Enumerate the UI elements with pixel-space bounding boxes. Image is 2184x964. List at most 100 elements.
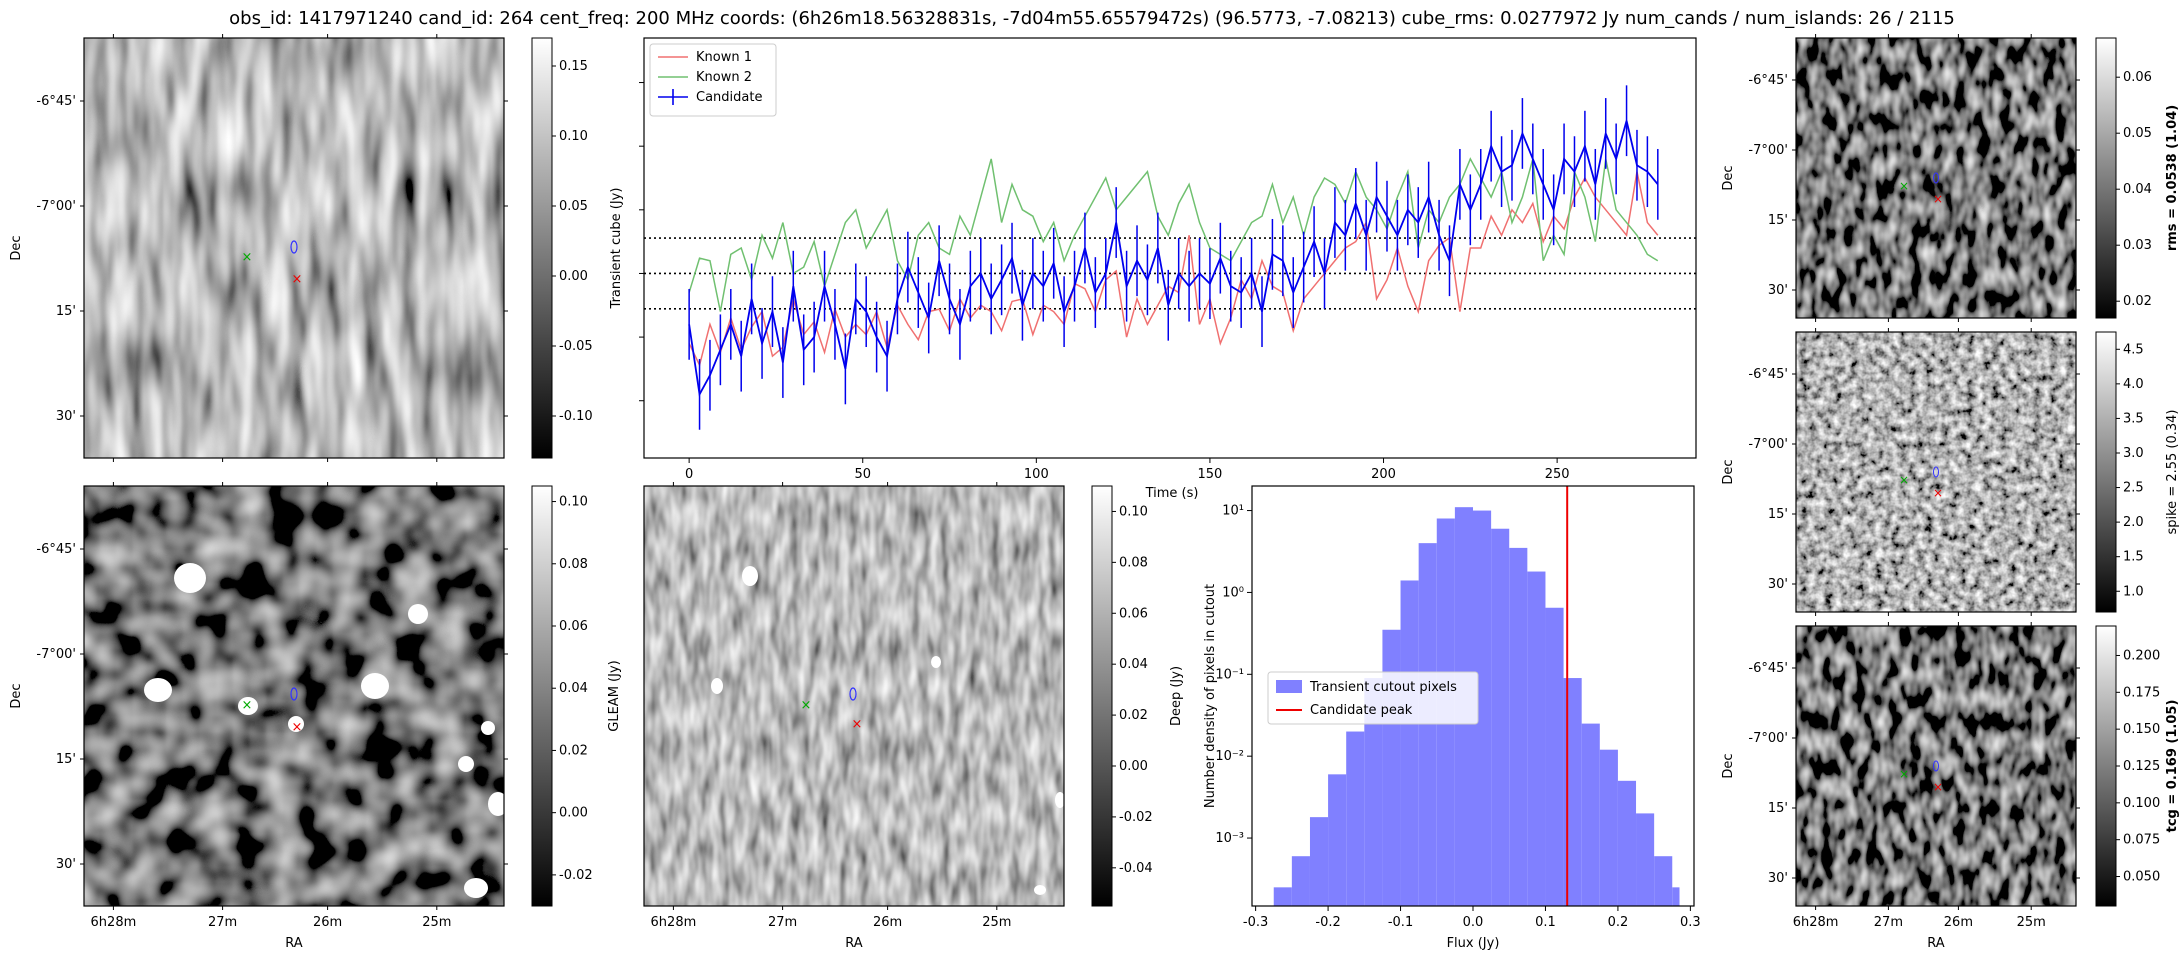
candidate-marker: × <box>292 272 303 287</box>
dec-tick-label: 15' <box>1768 213 1788 228</box>
deep-cutout-panel: × × 6h28m 27m 26m 25m RA GLEAM (Jy) 0.10 0.0… <box>607 482 1184 951</box>
gleam-cutout-frame <box>83 485 505 907</box>
x-tick-label: -0.3 <box>1243 915 1268 930</box>
dec-tick-label: -6°45' <box>1748 367 1788 382</box>
spike-cutout-colorbar-label: spike = 2.55 (0.34) <box>2165 409 2180 534</box>
candidate-line <box>688 120 1659 398</box>
dec-tick-label: 15' <box>1768 801 1788 816</box>
colorbar-tick-label: 0.04 <box>1119 657 1148 672</box>
dec-tick-label: 30' <box>1768 283 1788 298</box>
histogram-bar <box>1509 547 1528 906</box>
dec-tick-label: -6°45' <box>1748 661 1788 676</box>
rms-cutout-frame <box>1795 37 2077 319</box>
dec-tick-label: -7°00' <box>1748 437 1788 452</box>
dec-tick-label: 30' <box>1768 871 1788 886</box>
deep-cutout-frame <box>643 485 1065 907</box>
tcg-xlabel: RA <box>1927 936 1945 951</box>
histogram-bar <box>1309 817 1329 906</box>
histogram-bar <box>1418 543 1437 906</box>
known-source-marker: × <box>1899 179 1909 193</box>
deep-bright-sources <box>711 566 1065 895</box>
dec-tick-label: 15' <box>1768 507 1788 522</box>
y-tick-label: 10⁻² <box>1215 749 1244 764</box>
flux-histogram: -0.3 -0.2 -0.1 0.0 0.1 0.2 0.3 10¹10⁰10⁻¹10⁻²1… <box>1203 485 1701 951</box>
gleam-cutout-panel: × × -6°45' -7°00' 15' 30' 6h28m 27m 26m 25m RA… <box>9 482 593 951</box>
deep-cutout-colorbar <box>1091 485 1113 907</box>
ra-tick-label: 25m <box>422 915 451 930</box>
colorbar-tick-label: 0.075 <box>2123 833 2160 848</box>
candidate-marker: × <box>1933 192 1943 206</box>
colorbar-tick-label: 0.200 <box>2123 648 2160 663</box>
deep-source <box>1055 792 1065 808</box>
histogram-bar <box>1599 749 1618 906</box>
light-curve-series <box>688 85 1659 430</box>
known-source-marker: × <box>801 698 812 713</box>
y-tick-label: 10⁻³ <box>1215 831 1244 846</box>
histogram-y-ticks: 10¹ 10⁰ 10⁻¹ 10⁻² 10⁻³ <box>1215 504 1252 846</box>
transient-ylabel: Dec <box>9 235 24 260</box>
gleam-source <box>458 756 474 772</box>
histogram-bar <box>1527 571 1546 906</box>
spike-cutout-colorbar <box>2095 331 2117 613</box>
candidate-marker: × <box>292 720 303 735</box>
histogram-ylabel: Number density of pixels in cutout <box>1203 584 1218 808</box>
transient-cutout-panel: × × -6°45' -7°00' 15' 30' Dec 0.15 0.10 0.05 0… <box>9 34 593 462</box>
tcg-cutout-panel: × × -6°45' -7°00' 15' 30' 6h28m 27m 26m 25m RA… <box>1721 622 2180 951</box>
ra-tick-label: 27m <box>1874 915 1903 930</box>
gleam-source <box>174 563 206 593</box>
colorbar-tick-label: 0.04 <box>559 681 588 696</box>
spike-cutout-frame <box>1795 331 2077 613</box>
histogram-bar <box>1473 510 1492 906</box>
colorbar-tick-label: 0.06 <box>559 619 588 634</box>
dec-tick-label: 30' <box>56 409 76 424</box>
colorbar-tick-label: 3.0 <box>2123 446 2144 461</box>
light-curve-legend: Known 1 Known 2 Candidate <box>649 43 777 117</box>
x-tick-label: 250 <box>1545 467 1570 482</box>
histogram-xlabel: Flux (Jy) <box>1447 936 1500 951</box>
dec-tick-label: -6°45' <box>1748 73 1788 88</box>
histogram-bar <box>1654 856 1673 906</box>
colorbar-tick-label: 0.00 <box>559 806 588 821</box>
deep-xlabel: RA <box>845 936 863 951</box>
colorbar-tick-label: 4.0 <box>2123 377 2144 392</box>
y-tick-label: 10⁰ <box>1222 585 1244 600</box>
gleam-source <box>481 721 495 735</box>
colorbar-tick-label: 0.100 <box>2123 796 2160 811</box>
beam-ellipse <box>1933 466 1939 478</box>
colorbar-tick-label: 0.05 <box>559 199 588 214</box>
tcg-ylabel: Dec <box>1721 753 1736 778</box>
colorbar-tick-label: 1.5 <box>2123 550 2144 565</box>
rms-cutout-colorbar <box>2095 37 2117 319</box>
dec-tick-label: 15' <box>56 304 76 319</box>
tcg-cutout-frame <box>1795 625 2077 907</box>
ra-tick-label: 25m <box>2017 915 2046 930</box>
histogram-bars <box>1273 507 1680 906</box>
colorbar-tick-label: -0.05 <box>559 339 593 354</box>
beam-ellipse <box>1933 172 1939 184</box>
histogram-bar <box>1328 774 1347 906</box>
histogram-bar <box>1491 528 1510 906</box>
deep-colorbar-label: Deep (Jy) <box>1169 666 1184 726</box>
colorbar-tick-label: 0.02 <box>2123 294 2152 309</box>
dec-tick-label: 15' <box>56 752 76 767</box>
histogram-bar <box>1273 887 1292 906</box>
deep-source <box>931 656 941 668</box>
colorbar-tick-label: 0.08 <box>559 557 588 572</box>
dec-tick-label: -6°45' <box>36 94 76 109</box>
candidate-marker: × <box>852 717 863 732</box>
rms-ylabel: Dec <box>1721 165 1736 190</box>
ra-tick-label: 26m <box>873 915 902 930</box>
gleam-source <box>464 878 488 898</box>
histogram-bar <box>1382 629 1401 906</box>
colorbar-tick-label: 0.00 <box>1119 759 1148 774</box>
colorbar-tick-label: 0.10 <box>559 129 588 144</box>
colorbar-tick-label: 2.5 <box>2123 481 2144 496</box>
dec-tick-label: -7°00' <box>36 199 76 214</box>
legend-known1-label: Known 1 <box>696 50 752 65</box>
dec-tick-label: -6°45' <box>36 542 76 557</box>
deep-source <box>711 678 723 694</box>
known-2-line <box>688 157 1659 312</box>
dec-tick-label: 30' <box>1768 577 1788 592</box>
gleam-colorbar-label: GLEAM (Jy) <box>607 660 622 731</box>
